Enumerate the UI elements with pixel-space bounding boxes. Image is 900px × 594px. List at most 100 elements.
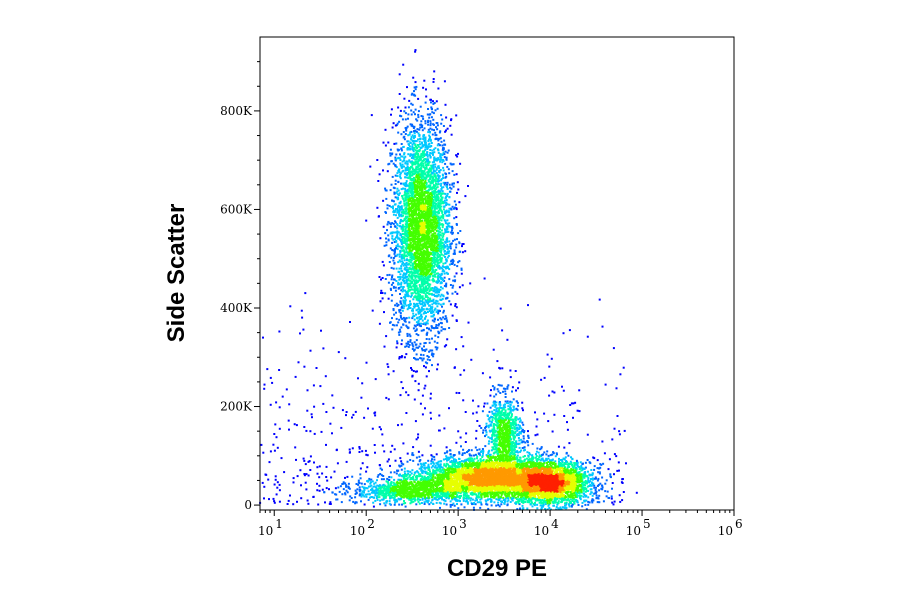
data-point — [443, 205, 446, 208]
data-point — [382, 169, 384, 172]
data-point — [409, 339, 412, 342]
data-point — [454, 303, 457, 305]
data-point — [395, 142, 398, 145]
data-point — [441, 267, 444, 270]
data-point — [410, 170, 413, 173]
data-point — [432, 227, 435, 230]
data-point — [417, 207, 420, 210]
data-point — [425, 165, 428, 168]
data-point — [417, 249, 420, 251]
data-point — [396, 253, 399, 256]
data-point — [415, 180, 418, 183]
data-point — [417, 358, 419, 361]
data-point — [429, 178, 432, 180]
data-point — [430, 106, 433, 109]
data-point — [402, 323, 405, 326]
data-point — [429, 267, 432, 270]
data-point — [399, 308, 402, 311]
data-point — [402, 316, 405, 319]
data-point — [426, 280, 429, 283]
data-point — [428, 184, 431, 187]
data-point — [413, 349, 415, 352]
data-point — [419, 268, 422, 271]
data-point — [429, 131, 431, 134]
data-point — [420, 309, 423, 312]
data-point — [392, 257, 395, 259]
data-point — [430, 234, 433, 237]
data-point — [460, 267, 463, 270]
data-point — [428, 251, 431, 254]
data-point — [431, 206, 433, 209]
data-point — [380, 289, 383, 292]
data-point — [391, 126, 394, 129]
data-point — [444, 210, 447, 213]
data-point — [410, 109, 413, 112]
data-point — [434, 259, 437, 261]
data-point — [418, 324, 421, 327]
data-point — [414, 204, 417, 207]
data-point — [442, 208, 445, 211]
data-point — [448, 207, 451, 210]
data-point — [448, 222, 451, 225]
data-point — [425, 232, 428, 234]
data-point — [411, 498, 414, 501]
data-point — [431, 269, 434, 272]
data-point — [453, 275, 456, 278]
data-point — [439, 137, 442, 140]
data-point — [416, 201, 419, 204]
data-point — [436, 346, 439, 349]
data-point — [405, 182, 408, 185]
data-point — [428, 138, 430, 141]
data-point — [426, 113, 429, 116]
data-point — [436, 223, 439, 226]
data-point — [445, 271, 448, 274]
data-point — [444, 220, 447, 223]
data-point — [389, 189, 392, 192]
data-point — [392, 122, 395, 125]
data-point — [453, 280, 456, 283]
data-point — [408, 344, 411, 346]
data-point — [392, 162, 395, 165]
data-point — [407, 233, 410, 236]
data-point — [430, 215, 433, 218]
data-point — [394, 196, 397, 199]
data-point — [425, 247, 427, 250]
data-point — [413, 341, 416, 344]
data-point — [431, 236, 434, 239]
data-point — [405, 266, 408, 269]
data-point — [436, 178, 439, 181]
data-point — [398, 209, 401, 212]
data-point — [440, 244, 443, 247]
data-point — [415, 292, 417, 295]
data-point — [436, 221, 439, 224]
data-point — [411, 308, 414, 311]
data-point — [404, 176, 407, 179]
data-point — [437, 463, 440, 466]
data-point — [429, 149, 432, 151]
data-point — [428, 238, 431, 241]
data-point — [471, 498, 474, 501]
data-point — [455, 173, 458, 176]
data-point — [419, 206, 422, 209]
data-point — [401, 260, 404, 263]
data-point — [429, 175, 432, 178]
data-point — [483, 277, 486, 280]
data-point — [427, 266, 430, 269]
data-point — [409, 300, 411, 303]
data-point — [419, 241, 422, 244]
data-point — [408, 198, 411, 201]
data-point — [411, 237, 413, 240]
data-point — [414, 227, 416, 230]
data-point — [439, 156, 442, 159]
data-point — [433, 191, 435, 194]
data-point — [388, 204, 391, 207]
data-point — [401, 249, 404, 252]
data-point — [403, 305, 406, 308]
data-point — [419, 223, 422, 226]
data-point — [424, 140, 427, 142]
data-point — [390, 266, 393, 269]
data-point — [396, 340, 399, 343]
data-point — [409, 303, 412, 306]
data-point — [412, 192, 415, 195]
data-point — [401, 160, 404, 163]
